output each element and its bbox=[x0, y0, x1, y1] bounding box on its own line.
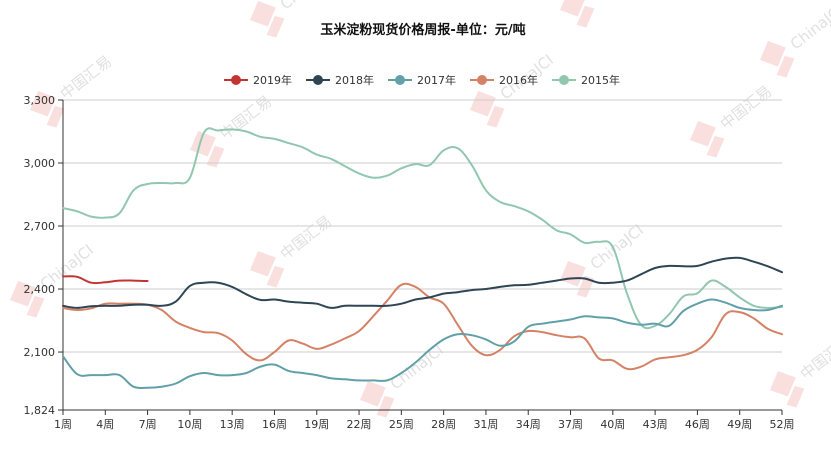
watermark-text: 中国汇易 bbox=[587, 0, 645, 3]
watermark-text: ChinaJCI bbox=[587, 221, 647, 273]
y-tick-label: 2,100 bbox=[24, 346, 56, 359]
y-tick-label: 2,700 bbox=[24, 220, 56, 233]
x-tick-label: 40周 bbox=[600, 418, 625, 431]
watermark-logo: ChinaJCI bbox=[470, 51, 557, 128]
y-tick-label: 1,824 bbox=[24, 404, 56, 417]
watermark-logo: 中国汇易 bbox=[690, 82, 775, 158]
x-tick-label: 7周 bbox=[139, 418, 157, 431]
legend-label: 2019年 bbox=[253, 73, 292, 87]
legend-marker-icon bbox=[395, 75, 405, 85]
watermark-logo: 中国汇易 bbox=[770, 332, 831, 408]
watermark-text: 中国汇易 bbox=[797, 332, 831, 383]
legend-label: 2015年 bbox=[581, 73, 620, 87]
y-tick-label: 3,000 bbox=[24, 157, 56, 170]
x-tick-label: 49周 bbox=[727, 418, 752, 431]
watermark-mark-icon bbox=[560, 0, 595, 28]
watermark-text: 中国汇易 bbox=[717, 82, 775, 133]
x-tick-label: 43周 bbox=[643, 418, 668, 431]
chart-title: 玉米淀粉现货价格周报-单位：元/吨 bbox=[320, 22, 525, 38]
y-tick-label: 3,300 bbox=[24, 94, 56, 107]
x-tick-label: 1周 bbox=[54, 418, 72, 431]
x-tick-label: 28周 bbox=[431, 418, 456, 431]
series-line-2019年 bbox=[62, 275, 149, 285]
series-lines bbox=[62, 127, 783, 390]
legend-label: 2018年 bbox=[335, 73, 374, 87]
watermark-mark-icon bbox=[30, 91, 65, 128]
legend-marker-icon bbox=[559, 75, 569, 85]
watermark-logo: 中国汇易 bbox=[250, 212, 335, 288]
legend-item-2016年[interactable]: 2016年 bbox=[470, 73, 538, 87]
watermark-logo: 中国汇易 bbox=[30, 52, 115, 128]
series-line-2015年 bbox=[62, 127, 783, 330]
watermark-text: 中国汇易 bbox=[277, 212, 335, 263]
watermark-text: ChinaJCI bbox=[787, 1, 831, 53]
watermark-text: ChinaJCI bbox=[277, 0, 337, 13]
x-tick-label: 4周 bbox=[96, 418, 114, 431]
x-tick-label: 52周 bbox=[770, 418, 795, 431]
watermark-mark-icon bbox=[760, 41, 795, 78]
series-line-2018年 bbox=[62, 256, 783, 309]
watermark-text: 中国汇易 bbox=[57, 52, 115, 103]
watermark-mark-icon bbox=[250, 251, 285, 288]
watermark-logo: 中国汇易 bbox=[560, 0, 645, 28]
legend-item-2015年[interactable]: 2015年 bbox=[552, 73, 620, 87]
watermark-logo: ChinaJCI bbox=[560, 221, 647, 298]
grid-lines bbox=[63, 99, 782, 353]
watermark-mark-icon bbox=[690, 121, 725, 158]
legend-label: 2016年 bbox=[499, 73, 538, 87]
y-tick-label: 2,400 bbox=[24, 283, 56, 296]
watermark-mark-icon bbox=[560, 261, 595, 298]
watermark-mark-icon bbox=[360, 381, 395, 418]
watermark-logo: ChinaJCI bbox=[10, 241, 97, 318]
legend-item-2019年[interactable]: 2019年 bbox=[224, 73, 292, 87]
x-tick-label: 19周 bbox=[304, 418, 329, 431]
legend-item-2018年[interactable]: 2018年 bbox=[306, 73, 374, 87]
legend-marker-icon bbox=[313, 75, 323, 85]
watermark-logo: ChinaJCI bbox=[760, 1, 831, 78]
watermark-mark-icon bbox=[250, 1, 285, 38]
watermark-mark-icon bbox=[770, 371, 805, 408]
x-tick-label: 46周 bbox=[685, 418, 710, 431]
x-tick-label: 16周 bbox=[262, 418, 287, 431]
x-tick-label: 31周 bbox=[473, 418, 498, 431]
watermark-mark-icon bbox=[10, 281, 45, 318]
series-line-2017年 bbox=[62, 298, 783, 390]
watermark-mark-icon bbox=[190, 131, 225, 168]
legend-marker-icon bbox=[477, 75, 487, 85]
x-tick-label: 10周 bbox=[177, 418, 202, 431]
x-tick-label: 13周 bbox=[220, 418, 245, 431]
watermark-text: ChinaJCI bbox=[387, 341, 447, 393]
x-tick-label: 34周 bbox=[516, 418, 541, 431]
legend-label: 2017年 bbox=[417, 73, 456, 87]
legend-item-2017年[interactable]: 2017年 bbox=[388, 73, 456, 87]
axes: 1,824 2,100 2,400 2,700 3,000 3,300 1周 4周 7周 10周 1… bbox=[24, 94, 795, 431]
x-tick-label: 37周 bbox=[558, 418, 583, 431]
legend-marker-icon bbox=[231, 75, 241, 85]
series-line-2016年 bbox=[62, 282, 783, 371]
x-tick-label: 22周 bbox=[347, 418, 372, 431]
legend[interactable]: 2019年 2018年 2017年 2016年 2015年 bbox=[224, 73, 620, 87]
x-tick-label: 25周 bbox=[389, 418, 414, 431]
